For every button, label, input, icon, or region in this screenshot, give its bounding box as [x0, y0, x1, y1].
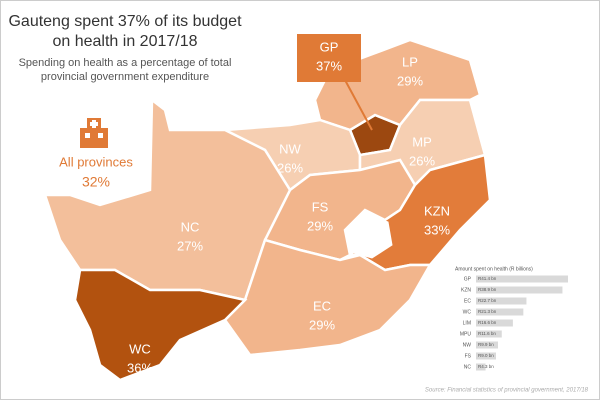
- title: Gauteng spent 37% of its budget: [8, 13, 242, 30]
- amount-bar: [476, 330, 502, 338]
- province-code: NW: [279, 141, 301, 156]
- province-code: EC: [313, 298, 331, 313]
- amount-bar: [476, 275, 568, 283]
- amount-category: MPU: [460, 331, 472, 337]
- amount-category: EC: [464, 298, 471, 304]
- province-code: GP: [320, 39, 339, 54]
- province-code: NC: [181, 219, 200, 234]
- amount-category: LIM: [463, 320, 471, 326]
- amount-label: R41.4 bn: [478, 276, 497, 281]
- amount-category: WC: [463, 309, 472, 315]
- amount-category: FS: [465, 353, 472, 359]
- subtitle: Spending on health as a percentage of to…: [19, 57, 232, 69]
- amount-chart: Amount spent on health (R billions) GP R41…: [455, 266, 568, 371]
- province-share: 33%: [424, 222, 450, 237]
- province-share: 26%: [277, 160, 303, 175]
- title: on health in 2017/18: [52, 33, 197, 50]
- hospital-icon: [80, 118, 108, 148]
- amount-label: R4.3 bn: [478, 364, 494, 369]
- amount-category: NC: [464, 364, 472, 370]
- subtitle: provincial government expenditure: [41, 71, 209, 83]
- summary-value: 32%: [82, 174, 110, 190]
- amount-label: R16.6 bn: [478, 320, 497, 325]
- amount-category: GP: [464, 276, 472, 282]
- amount-label: R38.9 bn: [478, 287, 497, 292]
- amount-bar: [476, 341, 498, 349]
- amount-label: R21.3 bn: [478, 309, 497, 314]
- amount-bar: [476, 352, 496, 360]
- amount-label: R9.9 bn: [478, 342, 494, 347]
- amount-bar: [476, 308, 524, 316]
- province-share: 27%: [177, 238, 203, 253]
- province-code: LP: [402, 54, 418, 69]
- province-share: 37%: [316, 58, 342, 73]
- summary-label: All provinces: [59, 154, 133, 169]
- amount-title: Amount spent on health (R billions): [455, 266, 533, 272]
- province-code: FS: [312, 199, 329, 214]
- amount-bar: [476, 286, 563, 294]
- amount-bar: [476, 319, 513, 327]
- province-share: 36%: [127, 360, 153, 375]
- amount-category: KZN: [461, 287, 471, 293]
- province-code: KZN: [424, 203, 450, 218]
- province: [223, 238, 433, 357]
- amount-bar: [476, 363, 486, 371]
- province-share: 29%: [397, 73, 423, 88]
- province-share: 26%: [409, 153, 435, 168]
- province-code: MP: [412, 134, 432, 149]
- province: [73, 268, 248, 382]
- lesotho: [344, 213, 393, 259]
- province-share: 29%: [307, 218, 333, 233]
- amount-label: R22.7 bn: [478, 298, 497, 303]
- amount-category: NW: [463, 342, 472, 348]
- province-code: WC: [129, 341, 151, 356]
- amount-label: R11.6 bn: [478, 331, 496, 336]
- province-share: 29%: [309, 317, 335, 332]
- callout-box: [297, 34, 361, 82]
- callout-line: [344, 79, 373, 131]
- amount-label: R9.0 bn: [478, 353, 494, 358]
- source: Source: Financial statistics of provinci…: [425, 388, 589, 394]
- amount-bar: [476, 297, 527, 305]
